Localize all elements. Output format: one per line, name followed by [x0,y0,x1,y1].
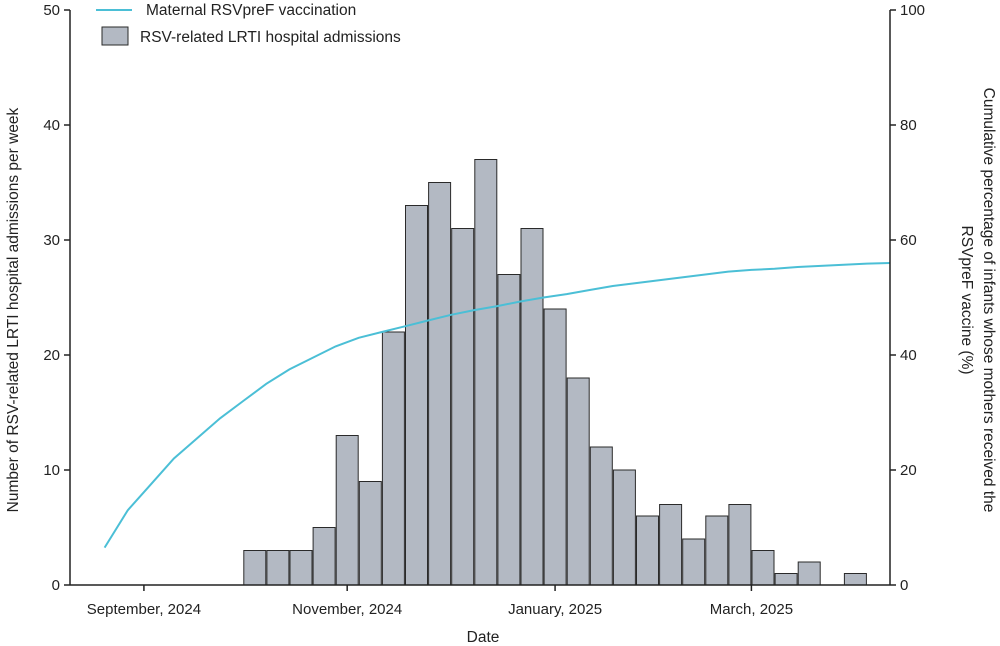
bar [497,274,521,586]
bar [312,527,336,586]
bar [589,446,613,586]
vaccination-line [103,262,891,549]
bar [405,205,428,586]
bar [566,377,590,586]
right-tick-label: 40 [900,347,917,364]
bar-series [243,159,867,586]
legend: Maternal RSVpreF vaccination RSV-related… [96,2,401,46]
bar [428,182,452,586]
bar [266,550,290,586]
right-axis-title-line2: RSVpreF vaccine (%) [958,225,975,374]
right-tick-label: 100 [900,2,925,19]
bar [381,331,405,586]
legend-line-label: Maternal RSVpreF vaccination [146,2,356,19]
bar [774,573,798,586]
bar [474,159,498,586]
x-tick-label: January, 2025 [508,601,602,618]
right-tick-label: 80 [900,117,917,134]
x-tick-label: November, 2024 [292,601,402,618]
left-tick-label: 20 [43,347,60,364]
legend-bar-label: RSV-related LRTI hospital admissions [140,29,401,46]
x-tick-label: September, 2024 [87,601,201,618]
left-y-ticks: 0 10 20 30 40 50 [43,2,70,594]
left-tick-label: 40 [43,117,60,134]
left-tick-label: 30 [43,232,60,249]
left-tick-label: 0 [52,577,60,594]
bar [543,308,567,586]
bar [520,228,544,586]
bar [612,469,636,586]
bar [751,550,775,586]
bar [843,573,867,586]
bar [659,504,683,586]
bar [636,515,659,586]
bar [797,561,821,586]
legend-bar-swatch [101,26,129,46]
x-ticks: September, 2024 November, 2024 January, 20… [87,585,793,618]
right-tick-label: 60 [900,232,917,249]
left-tick-label: 10 [43,462,60,479]
right-y-ticks: 0 20 40 60 80 100 [890,2,925,594]
bar [728,504,752,586]
right-axis-title-line1: Cumulative percentage of infants whose m… [980,88,997,513]
x-tick-label: March, 2025 [710,601,793,618]
right-tick-label: 0 [900,577,908,594]
bar [243,550,267,586]
bar [705,515,729,586]
bar [358,481,382,586]
bar [682,538,706,586]
right-tick-label: 20 [900,462,917,479]
x-axis-title: Date [467,629,500,646]
bar [289,550,313,586]
bar [335,435,359,586]
left-axis-title: Number of RSV-related LRTI hospital admi… [5,107,22,512]
bar [451,228,475,586]
left-tick-label: 50 [43,2,60,19]
